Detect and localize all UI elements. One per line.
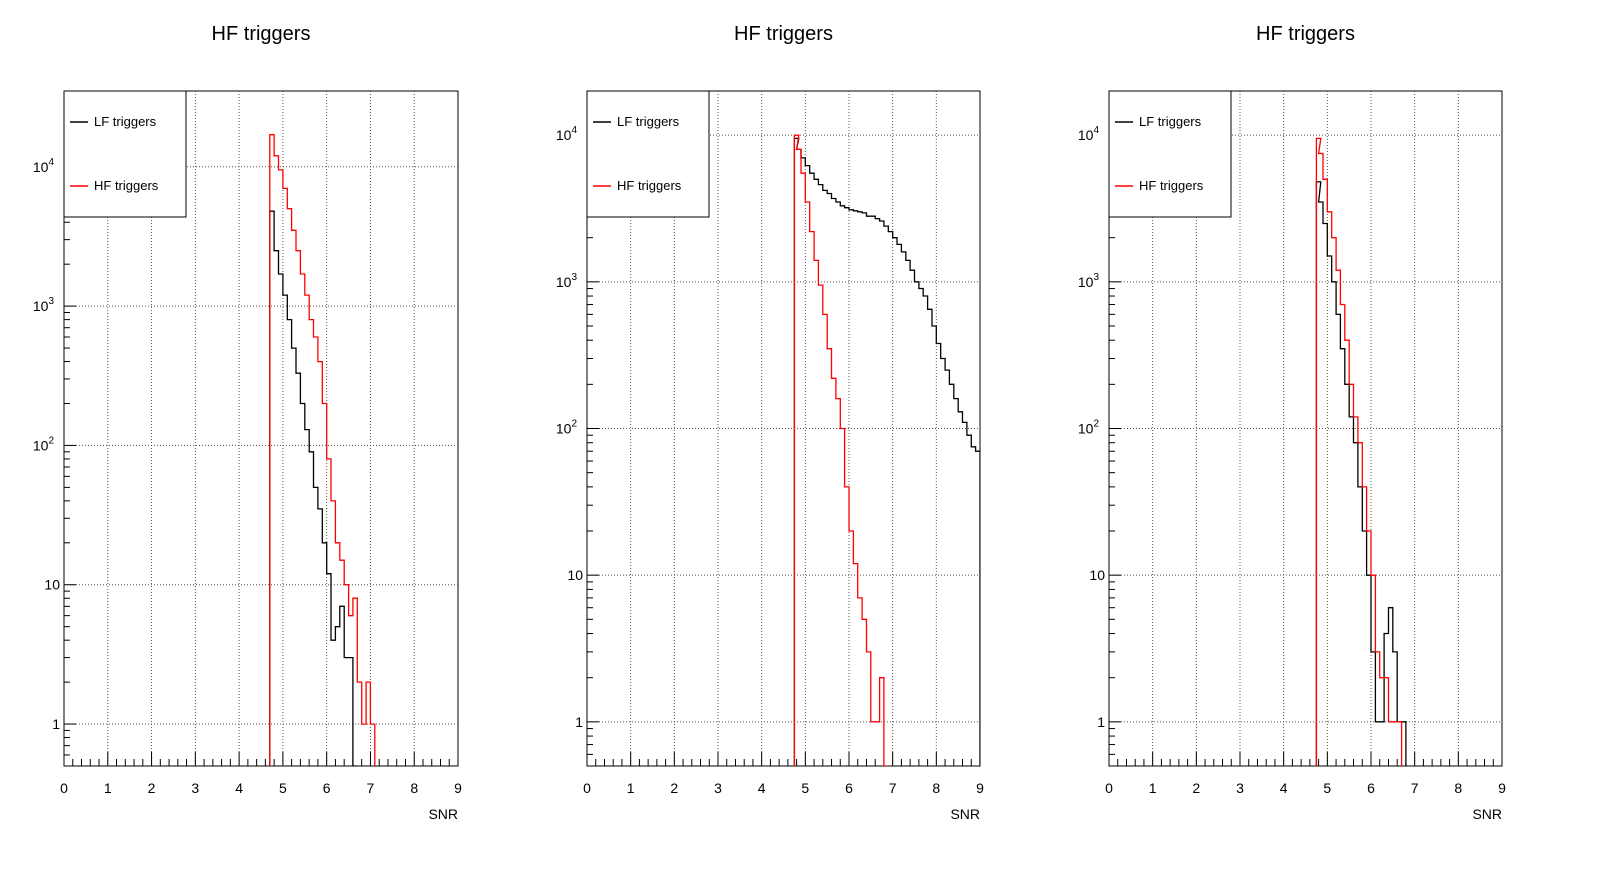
y-tick-base: 10 — [556, 127, 572, 143]
x-tick-label: 2 — [1192, 780, 1200, 796]
x-tick-label: 1 — [1149, 780, 1157, 796]
legend-label: LF triggers — [617, 114, 680, 129]
series-line-hf — [793, 134, 889, 766]
x-axis-label: SNR — [1472, 806, 1502, 822]
x-tick-label: 8 — [410, 780, 418, 796]
x-tick-label: 6 — [845, 780, 853, 796]
y-tick-base: 10 — [33, 159, 49, 175]
y-tick-label: 103 — [1078, 272, 1100, 290]
y-tick-exponent: 4 — [571, 125, 577, 136]
legend-box — [1108, 90, 1232, 218]
x-tick-label: 9 — [1498, 780, 1506, 796]
y-tick-exponent: 4 — [48, 157, 54, 168]
x-tick-label: 2 — [148, 780, 156, 796]
x-tick-label: 5 — [279, 780, 287, 796]
y-tick-base: 10 — [1078, 274, 1094, 290]
plot-frame — [63, 90, 459, 767]
legend: LF triggers HF triggers — [63, 90, 187, 218]
series-line-lf — [793, 137, 980, 766]
legend: LF triggers HF triggers — [1108, 90, 1232, 218]
x-tick-label: 7 — [1411, 780, 1419, 796]
x-tick-label: 1 — [627, 780, 635, 796]
y-tick-exponent: 2 — [1093, 419, 1099, 430]
x-tick-label: 4 — [1280, 780, 1288, 796]
y-tick-label: 103 — [33, 296, 55, 314]
y-tick-exponent: 3 — [1093, 272, 1099, 283]
series-line-hf — [269, 134, 376, 766]
y-tick-exponent: 4 — [1093, 125, 1099, 136]
x-tick-label: 9 — [976, 780, 984, 796]
y-tick-label: 10 — [44, 577, 60, 593]
y-tick-base: 10 — [33, 437, 49, 453]
legend-label: LF triggers — [1139, 114, 1202, 129]
x-tick-label: 7 — [367, 780, 375, 796]
y-tick-label: 10 — [1089, 567, 1105, 583]
y-tick-base: 1 — [575, 714, 583, 730]
series-line-lf — [1315, 181, 1407, 766]
x-axis-label: SNR — [428, 806, 458, 822]
chart-title: HF triggers — [734, 23, 833, 45]
y-tick-base: 10 — [556, 421, 572, 437]
x-tick-label: 8 — [1454, 780, 1462, 796]
legend-label: HF triggers — [94, 178, 159, 193]
x-tick-label: 0 — [583, 780, 591, 796]
y-tick-exponent: 3 — [571, 272, 577, 283]
series-line-lf — [269, 210, 358, 766]
legend-label: LF triggers — [94, 114, 157, 129]
y-tick-base: 10 — [1089, 567, 1105, 583]
y-tick-label: 104 — [1078, 125, 1100, 143]
y-tick-base: 10 — [44, 577, 60, 593]
y-tick-label: 104 — [556, 125, 578, 143]
legend-box — [586, 90, 710, 218]
y-tick-exponent: 2 — [571, 419, 577, 430]
y-tick-exponent: 3 — [48, 296, 54, 307]
chart-title: HF triggers — [212, 23, 311, 45]
y-tick-base: 10 — [556, 274, 572, 290]
legend-label: HF triggers — [617, 178, 682, 193]
y-tick-label: 102 — [33, 435, 55, 453]
x-tick-label: 9 — [454, 780, 462, 796]
y-tick-label: 1 — [575, 714, 583, 730]
chart-title: HF triggers — [1256, 23, 1355, 45]
y-tick-label: 1 — [52, 716, 60, 732]
x-tick-label: 5 — [1323, 780, 1331, 796]
x-tick-label: 5 — [801, 780, 809, 796]
y-tick-label: 103 — [556, 272, 578, 290]
x-tick-label: 4 — [235, 780, 243, 796]
y-tick-base: 10 — [567, 567, 583, 583]
series-line-hf — [1315, 137, 1403, 766]
legend-label: HF triggers — [1139, 178, 1204, 193]
y-tick-base: 1 — [1097, 714, 1105, 730]
x-tick-label: 6 — [1367, 780, 1375, 796]
x-axis-label: SNR — [950, 806, 980, 822]
x-tick-label: 8 — [932, 780, 940, 796]
x-tick-label: 4 — [758, 780, 766, 796]
y-tick-label: 1 — [1097, 714, 1105, 730]
x-tick-label: 3 — [191, 780, 199, 796]
x-tick-label: 1 — [104, 780, 112, 796]
x-tick-label: 3 — [714, 780, 722, 796]
legend-box — [63, 90, 187, 218]
x-tick-label: 7 — [889, 780, 897, 796]
y-tick-base: 1 — [52, 716, 60, 732]
x-tick-label: 3 — [1236, 780, 1244, 796]
y-tick-base: 10 — [1078, 127, 1094, 143]
legend: LF triggers HF triggers — [586, 90, 710, 218]
y-tick-base: 10 — [1078, 421, 1094, 437]
y-tick-label: 102 — [1078, 419, 1100, 437]
x-tick-label: 2 — [670, 780, 678, 796]
x-tick-label: 6 — [323, 780, 331, 796]
x-tick-label: 0 — [1105, 780, 1113, 796]
x-tick-label: 0 — [60, 780, 68, 796]
y-tick-label: 102 — [556, 419, 578, 437]
y-tick-exponent: 2 — [48, 435, 54, 446]
y-tick-label: 104 — [33, 157, 55, 175]
y-tick-label: 10 — [567, 567, 583, 583]
y-tick-base: 10 — [33, 298, 49, 314]
